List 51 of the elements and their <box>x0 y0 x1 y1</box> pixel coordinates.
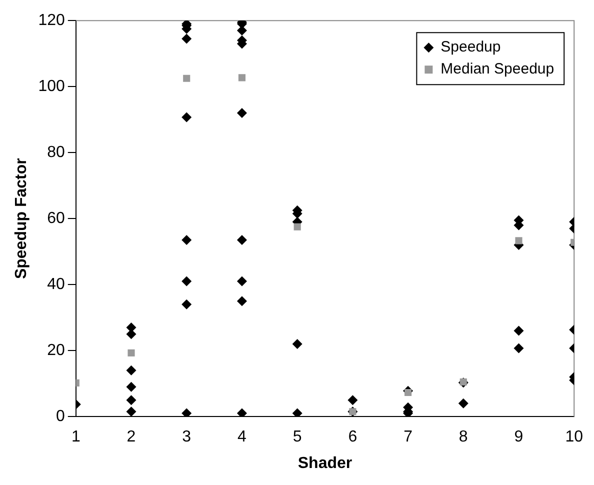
point <box>126 365 136 376</box>
point <box>182 299 192 310</box>
y-tick-label: 0 <box>56 408 65 426</box>
y-tick-label: 80 <box>47 144 65 162</box>
point <box>294 223 301 230</box>
y-tick-label: 100 <box>38 78 65 96</box>
y-axis-title: Speedup Factor <box>13 158 30 280</box>
point <box>236 108 247 118</box>
x-tick-label: 10 <box>565 428 584 446</box>
x-axis-title: Shader <box>298 454 352 472</box>
point <box>126 406 136 417</box>
point <box>182 276 192 286</box>
y-tick-label: 60 <box>47 210 65 228</box>
point <box>236 276 247 286</box>
x-tick-label: 1 <box>71 428 80 446</box>
x-tick-label: 2 <box>126 428 136 446</box>
point <box>128 349 135 356</box>
point <box>292 408 302 417</box>
point <box>515 237 522 244</box>
legend-label: Speedup <box>440 38 501 56</box>
point <box>404 388 412 396</box>
point <box>236 408 247 417</box>
y-tick-label: 120 <box>38 12 65 30</box>
x-tick-label: 6 <box>348 428 358 446</box>
point <box>514 343 524 354</box>
point <box>236 26 247 36</box>
x-tick-label: 3 <box>182 428 192 446</box>
point <box>126 382 136 392</box>
x-tick-label: 5 <box>292 428 302 446</box>
point <box>182 112 192 122</box>
point <box>236 235 247 246</box>
x-tick-label: 8 <box>458 428 468 446</box>
point <box>292 339 302 349</box>
y-tick-label: 20 <box>47 342 65 360</box>
point <box>236 296 247 306</box>
point <box>182 235 192 246</box>
y-tick-label: 40 <box>47 276 65 294</box>
legend-label: Median Speedup <box>440 60 554 78</box>
point <box>126 329 136 340</box>
point <box>348 395 358 406</box>
x-tick-label: 7 <box>404 428 413 446</box>
point <box>238 74 246 82</box>
x-tick-label: 9 <box>514 428 524 446</box>
point <box>126 395 136 406</box>
point <box>183 74 190 82</box>
point <box>182 408 192 417</box>
x-tick-label: 4 <box>238 428 247 446</box>
point <box>460 378 467 386</box>
point <box>182 34 192 44</box>
point <box>514 326 524 336</box>
point <box>458 398 468 408</box>
